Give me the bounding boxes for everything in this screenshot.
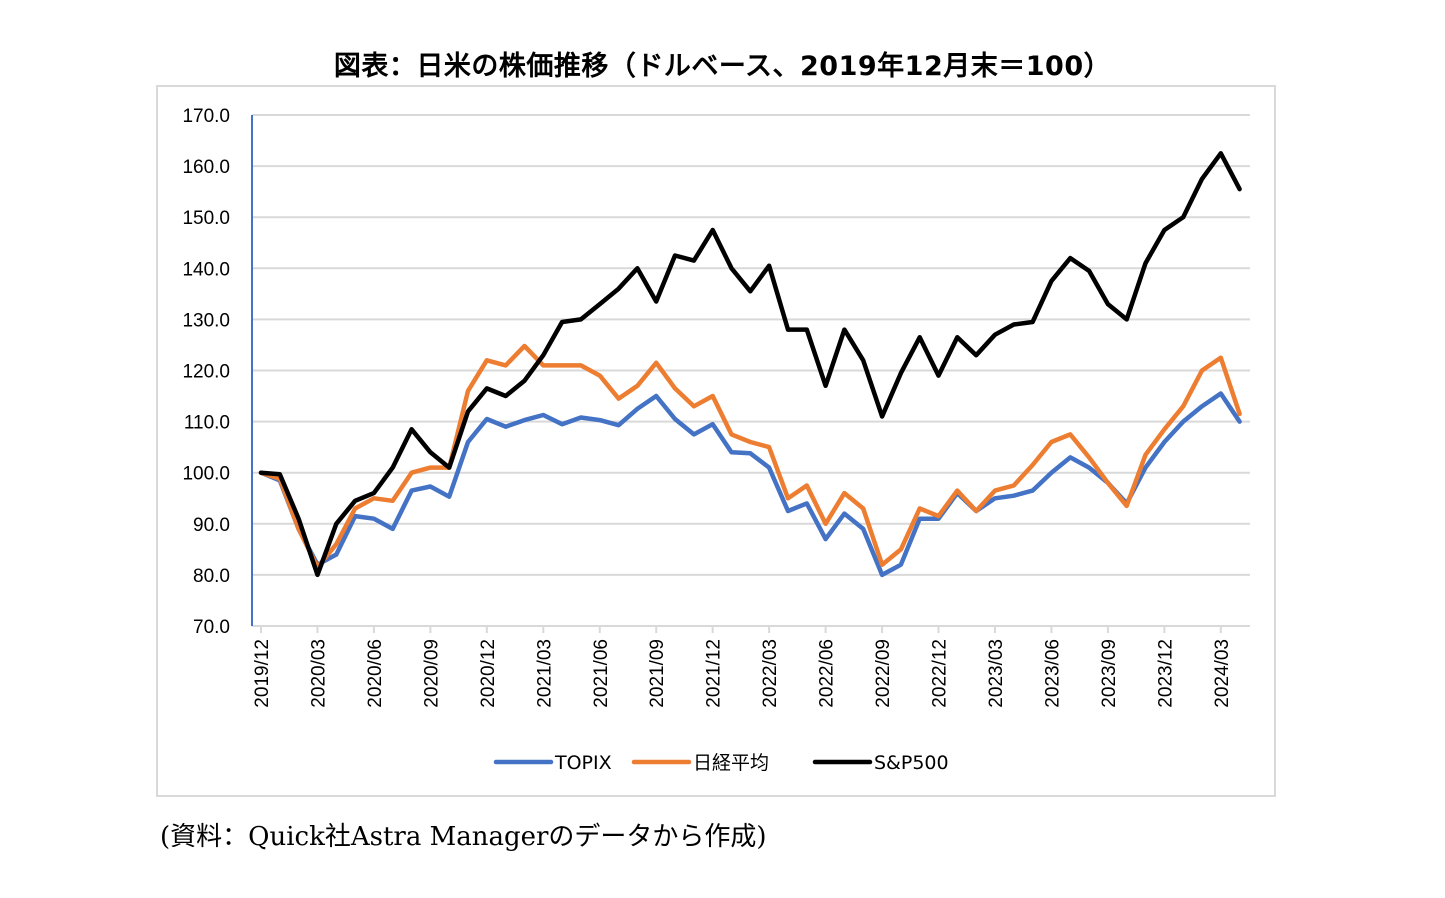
legend-label: 日経平均 bbox=[693, 752, 769, 774]
y-tick-label: 120.0 bbox=[182, 362, 230, 383]
line-chart: 70.0 80.0 90.0 100.0 110.0 120.0 130.0 140.0 150… bbox=[182, 106, 1250, 774]
x-tick-label: 2021/06 bbox=[591, 639, 612, 708]
x-tick-label: 2023/09 bbox=[1099, 639, 1120, 708]
x-tick-label: 2019/12 bbox=[252, 639, 273, 708]
chart-title: 図表：日米の株価推移（ドルベース、2019年12月末＝100） bbox=[333, 51, 1112, 82]
series-line-topix bbox=[258, 391, 1242, 578]
y-tick-label: 140.0 bbox=[182, 259, 230, 280]
x-tick-label: 2023/03 bbox=[986, 639, 1007, 708]
y-tick-label: 110.0 bbox=[184, 413, 230, 434]
legend-label: S&P500 bbox=[874, 752, 949, 774]
series-line-nikkei bbox=[258, 343, 1242, 570]
x-tick-label: 2023/12 bbox=[1155, 639, 1176, 708]
y-tick-label: 80.0 bbox=[193, 566, 230, 587]
legend-label: TOPIX bbox=[554, 752, 612, 774]
x-tick-label: 2022/12 bbox=[930, 639, 951, 708]
y-tick-label: 90.0 bbox=[193, 515, 230, 536]
x-tick-label: 2022/09 bbox=[873, 639, 894, 708]
x-tick-label: 2021/12 bbox=[704, 639, 725, 708]
x-tick-label: 2023/06 bbox=[1042, 639, 1063, 708]
x-tick-label: 2024/03 bbox=[1212, 639, 1233, 708]
y-tick-label: 150.0 bbox=[182, 208, 230, 229]
y-tick-label: 70.0 bbox=[193, 617, 230, 638]
x-tick-label: 2020/09 bbox=[421, 639, 442, 708]
series-line-sp500 bbox=[258, 151, 1242, 578]
x-tick-label: 2022/03 bbox=[760, 639, 781, 708]
y-tick-label: 170.0 bbox=[182, 106, 230, 127]
y-tick-label: 100.0 bbox=[182, 464, 230, 485]
x-tick-label: 2020/06 bbox=[365, 639, 386, 708]
x-tick-label: 2020/12 bbox=[478, 639, 499, 708]
x-tick-label: 2020/03 bbox=[308, 639, 329, 708]
y-tick-label: 130.0 bbox=[182, 310, 230, 331]
source-note: (資料：Quick社Astra Managerのデータから作成) bbox=[160, 822, 767, 852]
chart-frame: 70.0 80.0 90.0 100.0 110.0 120.0 130.0 140.0 150… bbox=[156, 85, 1276, 797]
x-tick-label: 2022/06 bbox=[817, 639, 838, 708]
x-tick-label: 2021/09 bbox=[647, 639, 668, 708]
y-tick-label: 160.0 bbox=[182, 157, 230, 178]
x-tick-label: 2021/03 bbox=[534, 639, 555, 708]
